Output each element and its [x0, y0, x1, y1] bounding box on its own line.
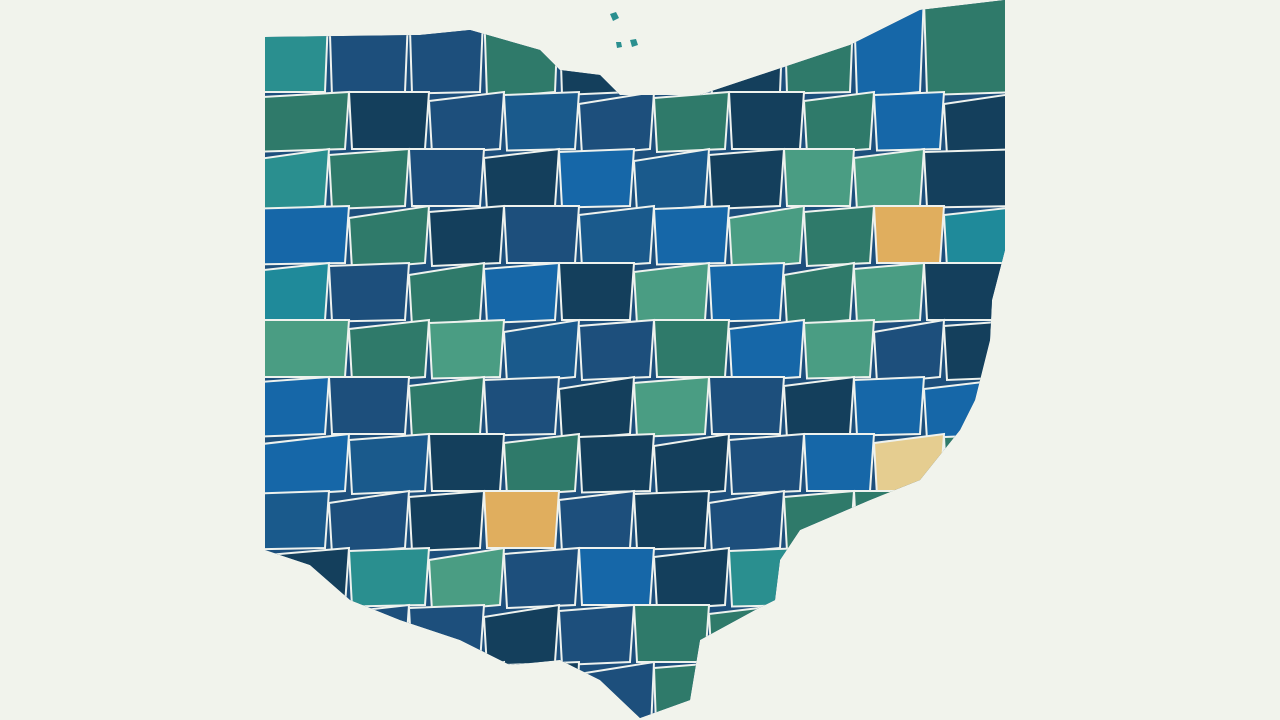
- island: [616, 42, 622, 48]
- county: [265, 432, 351, 499]
- county: [727, 91, 806, 150]
- county: [707, 376, 786, 435]
- county: [327, 147, 411, 211]
- county: [577, 90, 656, 157]
- county: [652, 319, 731, 378]
- county: [577, 432, 656, 494]
- county: [427, 546, 506, 613]
- county: [802, 90, 876, 155]
- county: [922, 147, 1005, 209]
- county: [782, 261, 856, 328]
- island: [610, 12, 619, 21]
- county: [327, 261, 411, 323]
- county: [407, 375, 486, 440]
- county: [482, 261, 561, 325]
- county: [652, 90, 731, 154]
- county: [852, 375, 926, 437]
- county: [557, 489, 636, 554]
- county: [407, 489, 486, 553]
- county: [922, 0, 1005, 97]
- county: [407, 261, 486, 328]
- county: [942, 90, 1005, 157]
- county: [707, 261, 786, 323]
- county: [347, 204, 431, 271]
- county: [265, 489, 331, 551]
- county: [502, 546, 581, 610]
- county: [632, 261, 711, 326]
- county: [347, 546, 431, 608]
- county: [265, 204, 351, 266]
- county: [265, 90, 351, 154]
- county: [802, 433, 876, 492]
- county: [557, 147, 636, 209]
- county: [427, 318, 506, 380]
- county: [427, 204, 506, 268]
- county: [852, 147, 926, 212]
- county: [482, 147, 561, 212]
- county: [407, 148, 486, 207]
- county: [652, 204, 731, 266]
- county: [327, 489, 411, 556]
- county: [502, 432, 581, 497]
- county: [652, 432, 731, 499]
- county: [652, 546, 731, 611]
- county: [265, 375, 331, 439]
- county: [707, 147, 786, 211]
- county: [727, 318, 806, 383]
- county: [632, 604, 711, 663]
- county: [727, 204, 806, 271]
- county: [872, 205, 946, 264]
- island: [630, 39, 638, 47]
- county: [482, 375, 561, 437]
- county: [557, 262, 636, 321]
- county: [427, 433, 506, 492]
- county: [872, 90, 946, 152]
- county: [482, 490, 561, 549]
- county: [577, 204, 656, 269]
- county: [782, 148, 856, 207]
- county: [427, 90, 506, 155]
- county: [327, 376, 411, 435]
- county: [852, 261, 926, 325]
- county: [347, 318, 431, 383]
- county: [727, 432, 806, 496]
- county: [577, 547, 656, 606]
- county: [502, 318, 581, 385]
- county: [347, 432, 431, 496]
- county: [557, 375, 636, 442]
- county: [577, 318, 656, 382]
- county: [347, 91, 431, 150]
- county: [502, 205, 581, 264]
- county: [802, 204, 876, 268]
- county: [632, 375, 711, 439]
- county: [502, 90, 581, 152]
- county: [802, 318, 876, 380]
- county: [782, 375, 856, 440]
- county: [557, 603, 636, 667]
- county: [632, 489, 711, 551]
- county: [707, 489, 786, 556]
- county: [872, 318, 946, 385]
- county: [632, 147, 711, 214]
